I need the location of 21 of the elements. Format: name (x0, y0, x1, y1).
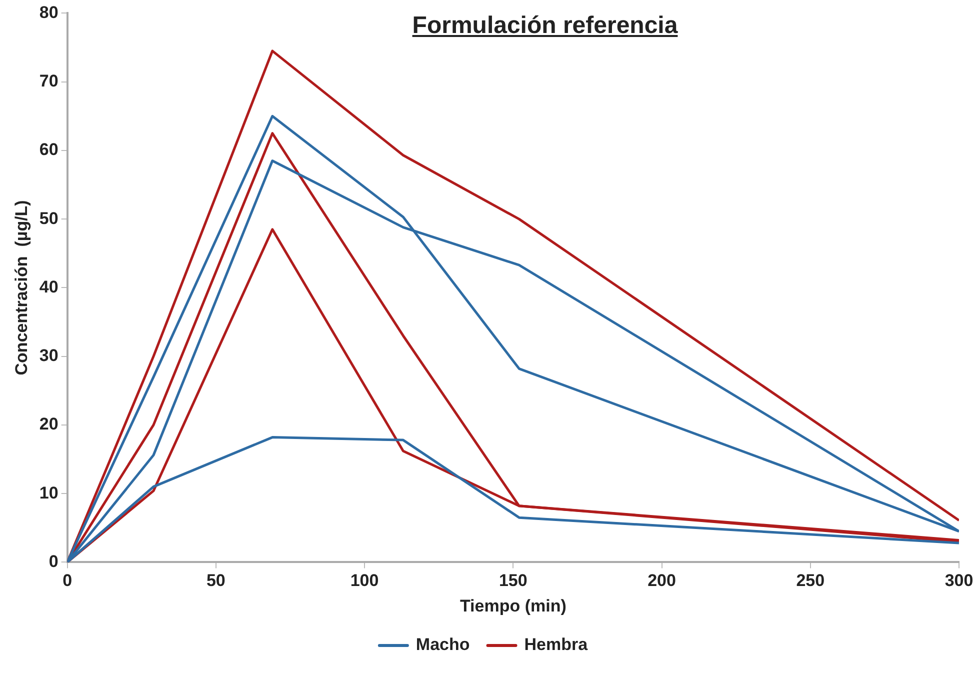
y-tick-label: 30 (39, 346, 58, 366)
x-tick-label: 100 (350, 571, 379, 590)
y-tick-label: 50 (39, 208, 58, 228)
y-tick-label: 60 (39, 140, 58, 160)
legend-label: Hembra (524, 635, 588, 654)
x-tick-label: 0 (62, 571, 72, 590)
y-tick-label: 80 (39, 2, 58, 22)
x-tick-label: 250 (796, 571, 825, 590)
y-axis-title: Concentración (µg/L) (12, 200, 31, 376)
y-tick-label: 70 (39, 72, 58, 91)
chart-title: Formulación referencia (411, 12, 679, 40)
x-tick-label: 200 (648, 571, 676, 590)
y-tick-label: 0 (48, 552, 58, 571)
x-tick-label: 300 (944, 571, 974, 590)
y-tick-label: 40 (39, 277, 58, 296)
x-tick-label: 50 (206, 571, 226, 590)
x-tick-label: 150 (498, 571, 528, 590)
y-tick-label: 20 (39, 414, 58, 434)
legend-label: Macho (416, 635, 470, 654)
y-tick-label: 10 (39, 483, 58, 502)
x-axis-title: Tiempo (min) (460, 596, 566, 616)
